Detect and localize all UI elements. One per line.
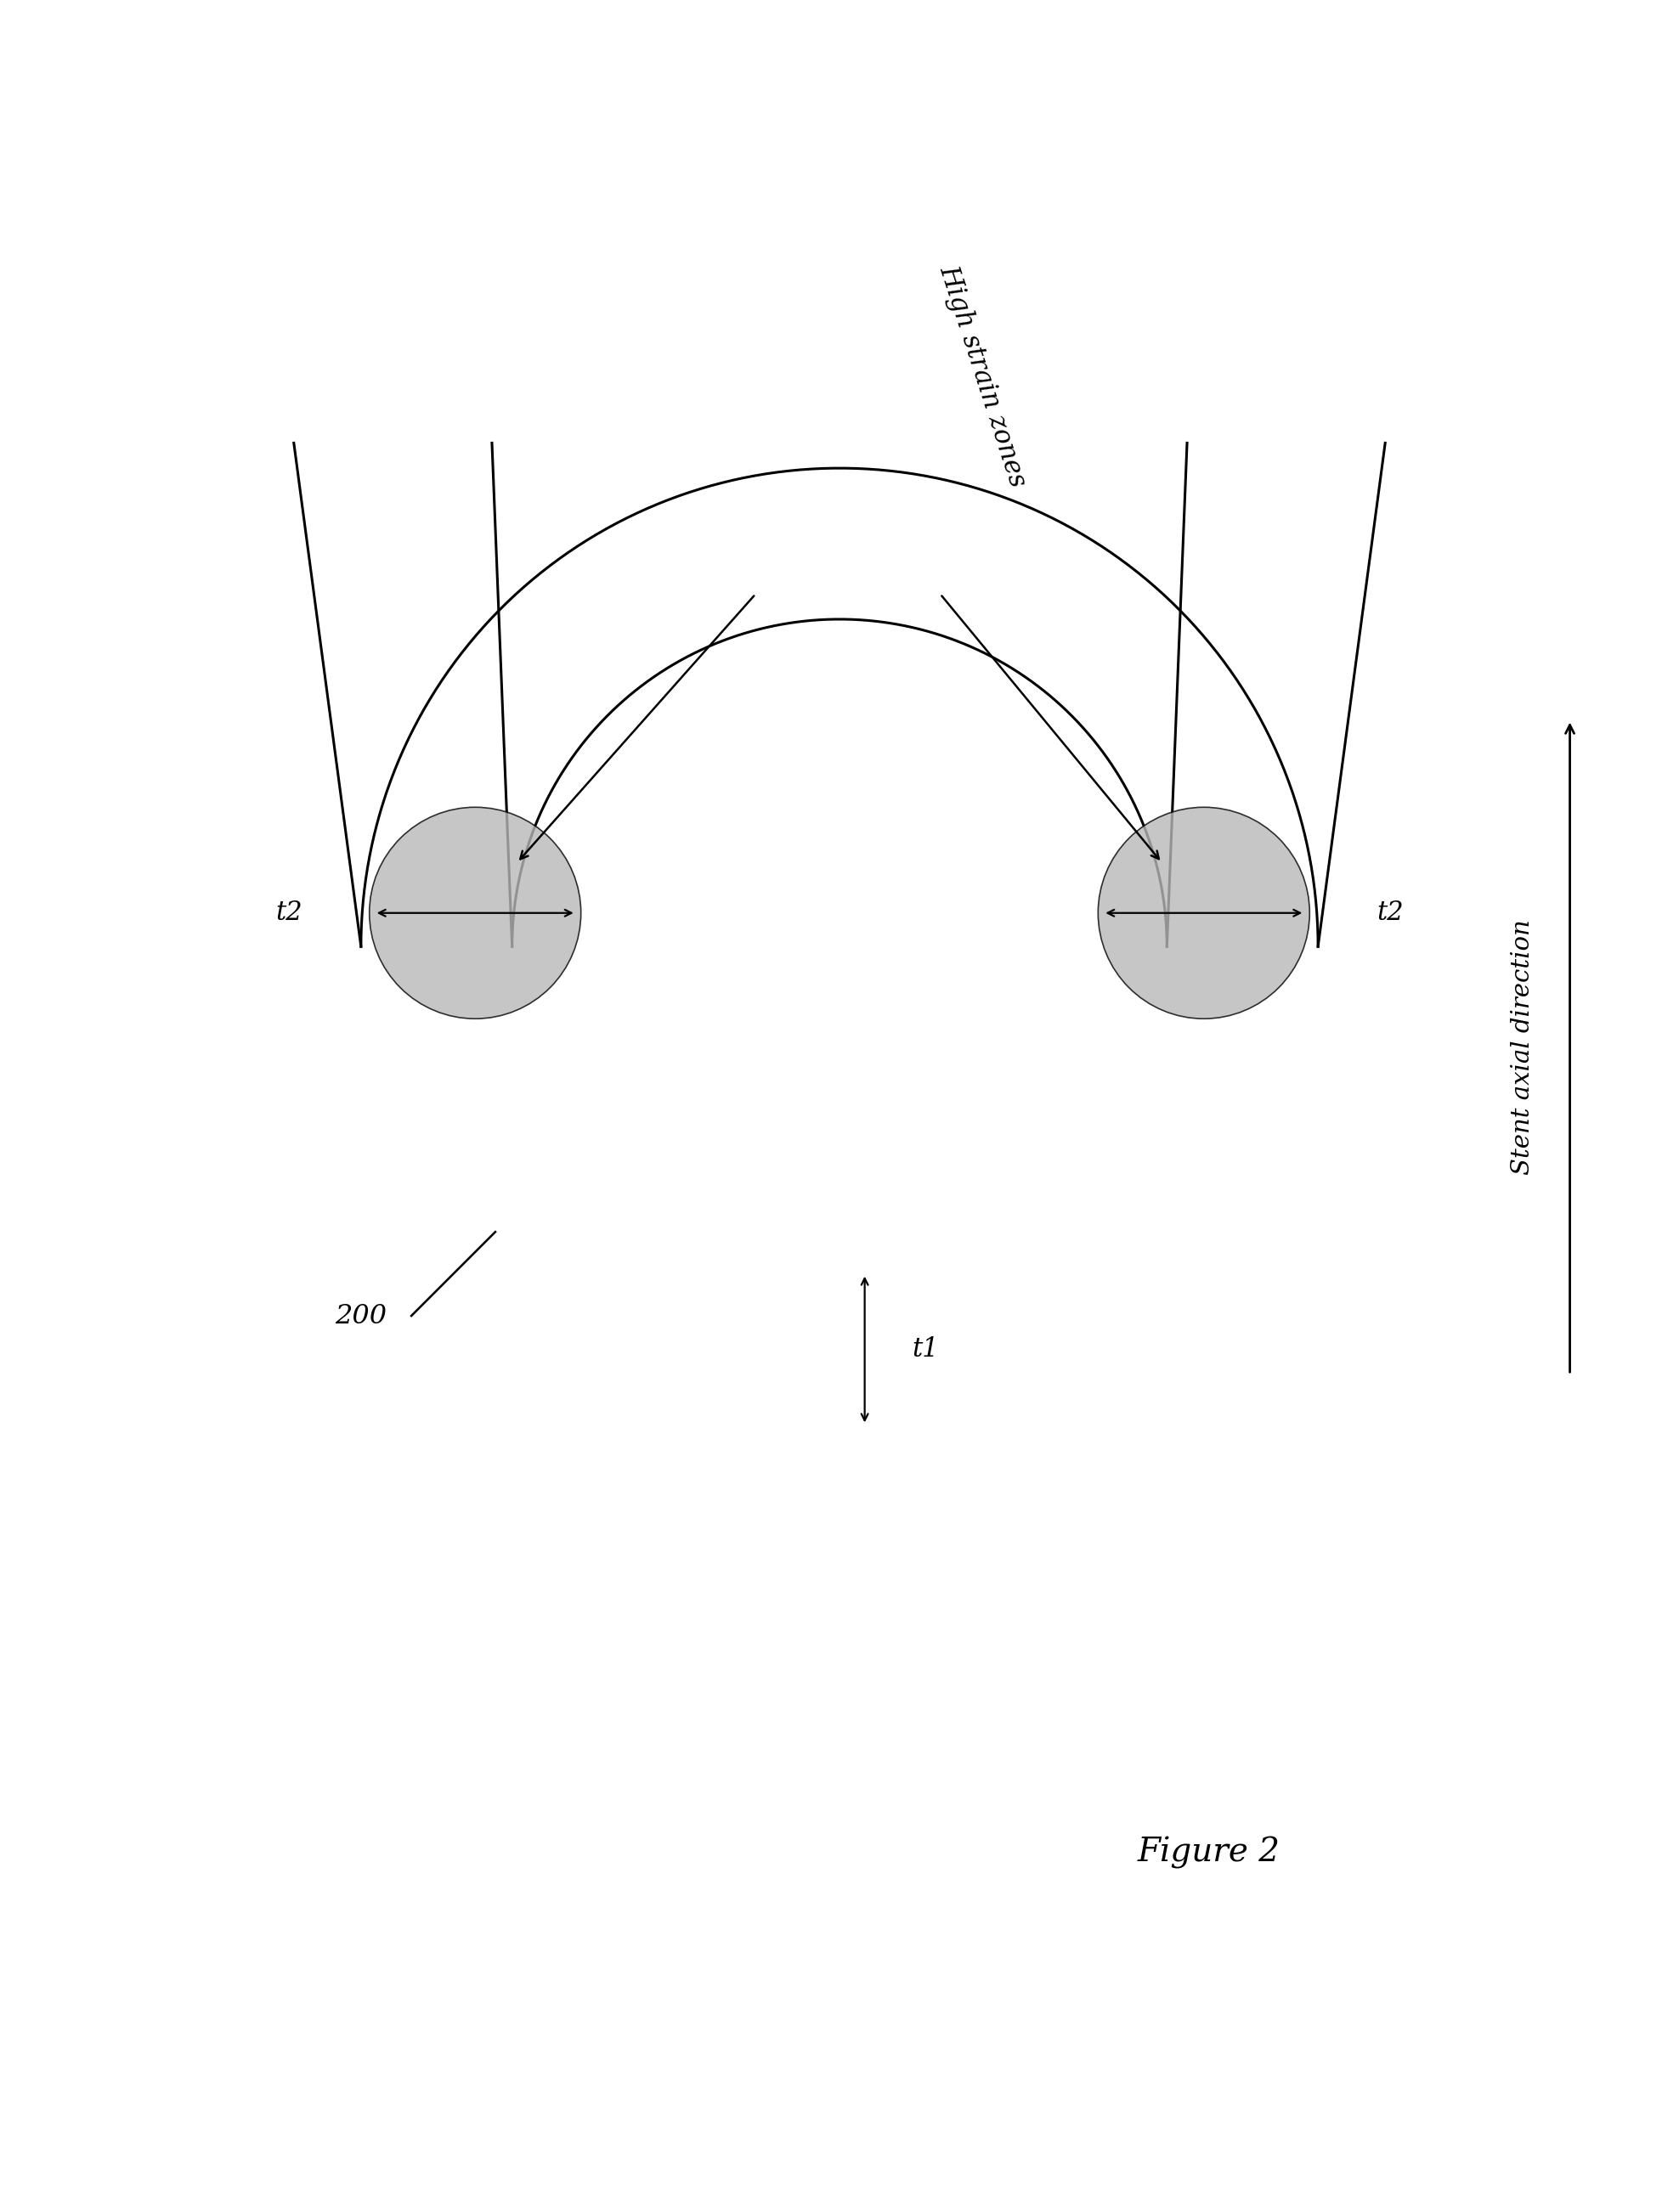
Text: Stent axial direction: Stent axial direction xyxy=(1511,920,1535,1175)
Text: t2: t2 xyxy=(275,900,302,927)
Text: t1: t1 xyxy=(912,1336,939,1363)
Circle shape xyxy=(1098,807,1310,1020)
Text: 200: 200 xyxy=(336,1303,386,1329)
Text: High strain zones: High strain zones xyxy=(934,261,1031,491)
Circle shape xyxy=(369,807,581,1020)
Text: t2: t2 xyxy=(1377,900,1404,927)
Text: Figure 2: Figure 2 xyxy=(1137,1836,1281,1869)
